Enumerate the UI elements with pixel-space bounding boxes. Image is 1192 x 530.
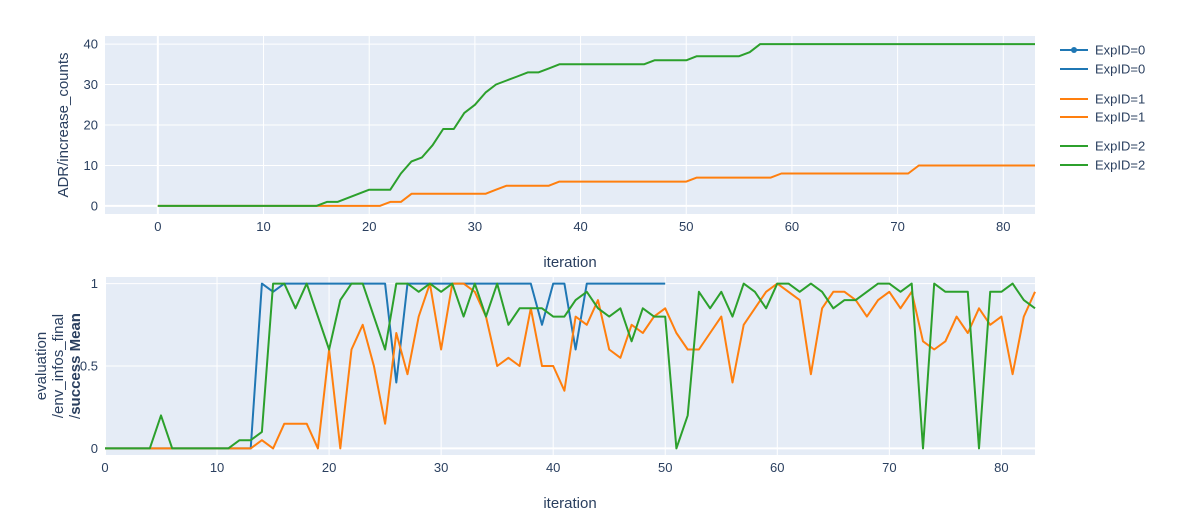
- bottom-x-tick-label: 50: [658, 460, 672, 475]
- top-y-ticks: 0 10 20 30 40: [84, 37, 98, 214]
- legend-marker: [1071, 47, 1077, 53]
- legend-label: ExpID=0: [1095, 62, 1145, 77]
- top-y-tick-label: 30: [84, 77, 98, 92]
- top-series-lines: [157, 43, 1035, 207]
- bottom-y-axis-title-line1: evaluation: [33, 332, 50, 400]
- bottom-x-tick-label: 40: [546, 460, 560, 475]
- top-panel: 0 10 20 30 40 50 60 70 80 0 10 20 30 40 iteration AD…: [55, 36, 1035, 271]
- bottom-x-tick-label: 60: [770, 460, 784, 475]
- top-series-line-expid-2: [157, 43, 1035, 207]
- bottom-y-axis-title-bold: success Mean: [67, 313, 84, 415]
- bottom-x-tick-label: 20: [322, 460, 336, 475]
- top-x-tick-label: 60: [785, 219, 799, 234]
- legend-item[interactable]: ExpID=2: [1060, 139, 1145, 154]
- bottom-x-tick-label: 0: [101, 460, 108, 475]
- legend-label: ExpID=2: [1095, 158, 1145, 173]
- bottom-y-ticks: 00.51: [80, 276, 98, 456]
- top-x-ticks: 0 10 20 30 40 50 60 70 80: [154, 219, 1010, 234]
- bottom-y-axis-title-line2: /env_infos_final: [50, 314, 67, 418]
- bottom-x-ticks: 0 10 20 30 40 50 60 70 80: [101, 460, 1008, 475]
- legend-label: ExpID=0: [1095, 43, 1145, 58]
- legend-label: ExpID=1: [1095, 110, 1145, 125]
- legend-label: ExpID=2: [1095, 139, 1145, 154]
- bottom-x-axis-title: iteration: [543, 495, 596, 512]
- legend-label: ExpID=1: [1095, 92, 1145, 107]
- bottom-series-line-expid-1: [105, 282, 1036, 450]
- top-y-axis-title: ADR/increase_counts: [55, 52, 72, 197]
- legend-item[interactable]: ExpID=1: [1060, 92, 1145, 107]
- top-x-tick-label: 40: [573, 219, 587, 234]
- legend-item[interactable]: ExpID=0: [1060, 62, 1145, 77]
- top-grid: [105, 36, 1035, 214]
- bottom-y-tick-label: 0.5: [80, 359, 98, 374]
- top-x-tick-label: 30: [468, 219, 482, 234]
- bottom-x-tick-label: 80: [994, 460, 1008, 475]
- top-series-line-expid-1: [157, 164, 1035, 207]
- bottom-y-axis-title: evaluation /env_infos_final /success Mea…: [33, 313, 84, 419]
- top-x-tick-label: 50: [679, 219, 693, 234]
- bottom-grid: [104, 277, 1035, 455]
- top-x-axis-title: iteration: [543, 254, 596, 271]
- bottom-y-tick-label: 0: [91, 441, 98, 456]
- legend[interactable]: ExpID=0 ExpID=0 ExpID=1 ExpID=1 ExpID=2 ExpID…: [1060, 43, 1145, 173]
- bottom-panel: 0 10 20 30 40 50 60 70 80 00.51 iteration evalua…: [33, 276, 1036, 512]
- top-y-tick-label: 40: [84, 37, 98, 52]
- top-y-tick-label: 0: [91, 198, 98, 213]
- top-x-tick-label: 10: [256, 219, 270, 234]
- legend-item[interactable]: ExpID=1: [1060, 110, 1145, 125]
- top-y-tick-label: 10: [84, 158, 98, 173]
- bottom-series-lines: [105, 282, 1036, 450]
- bottom-x-tick-label: 30: [434, 460, 448, 475]
- top-x-tick-label: 80: [996, 219, 1010, 234]
- top-x-tick-label: 0: [154, 219, 161, 234]
- bottom-x-tick-label: 70: [882, 460, 896, 475]
- bottom-y-axis-title-line3: /success Mean: [67, 313, 84, 419]
- top-y-tick-label: 20: [84, 118, 98, 133]
- bottom-series-line-expid-2: [105, 282, 1036, 450]
- legend-item[interactable]: ExpID=0: [1060, 43, 1145, 58]
- bottom-y-tick-label: 1: [91, 276, 98, 291]
- top-x-tick-label: 20: [362, 219, 376, 234]
- bottom-y-axis-title-prefix: /: [67, 414, 84, 419]
- legend-item[interactable]: ExpID=2: [1060, 158, 1145, 173]
- bottom-x-tick-label: 10: [210, 460, 224, 475]
- top-x-tick-label: 70: [890, 219, 904, 234]
